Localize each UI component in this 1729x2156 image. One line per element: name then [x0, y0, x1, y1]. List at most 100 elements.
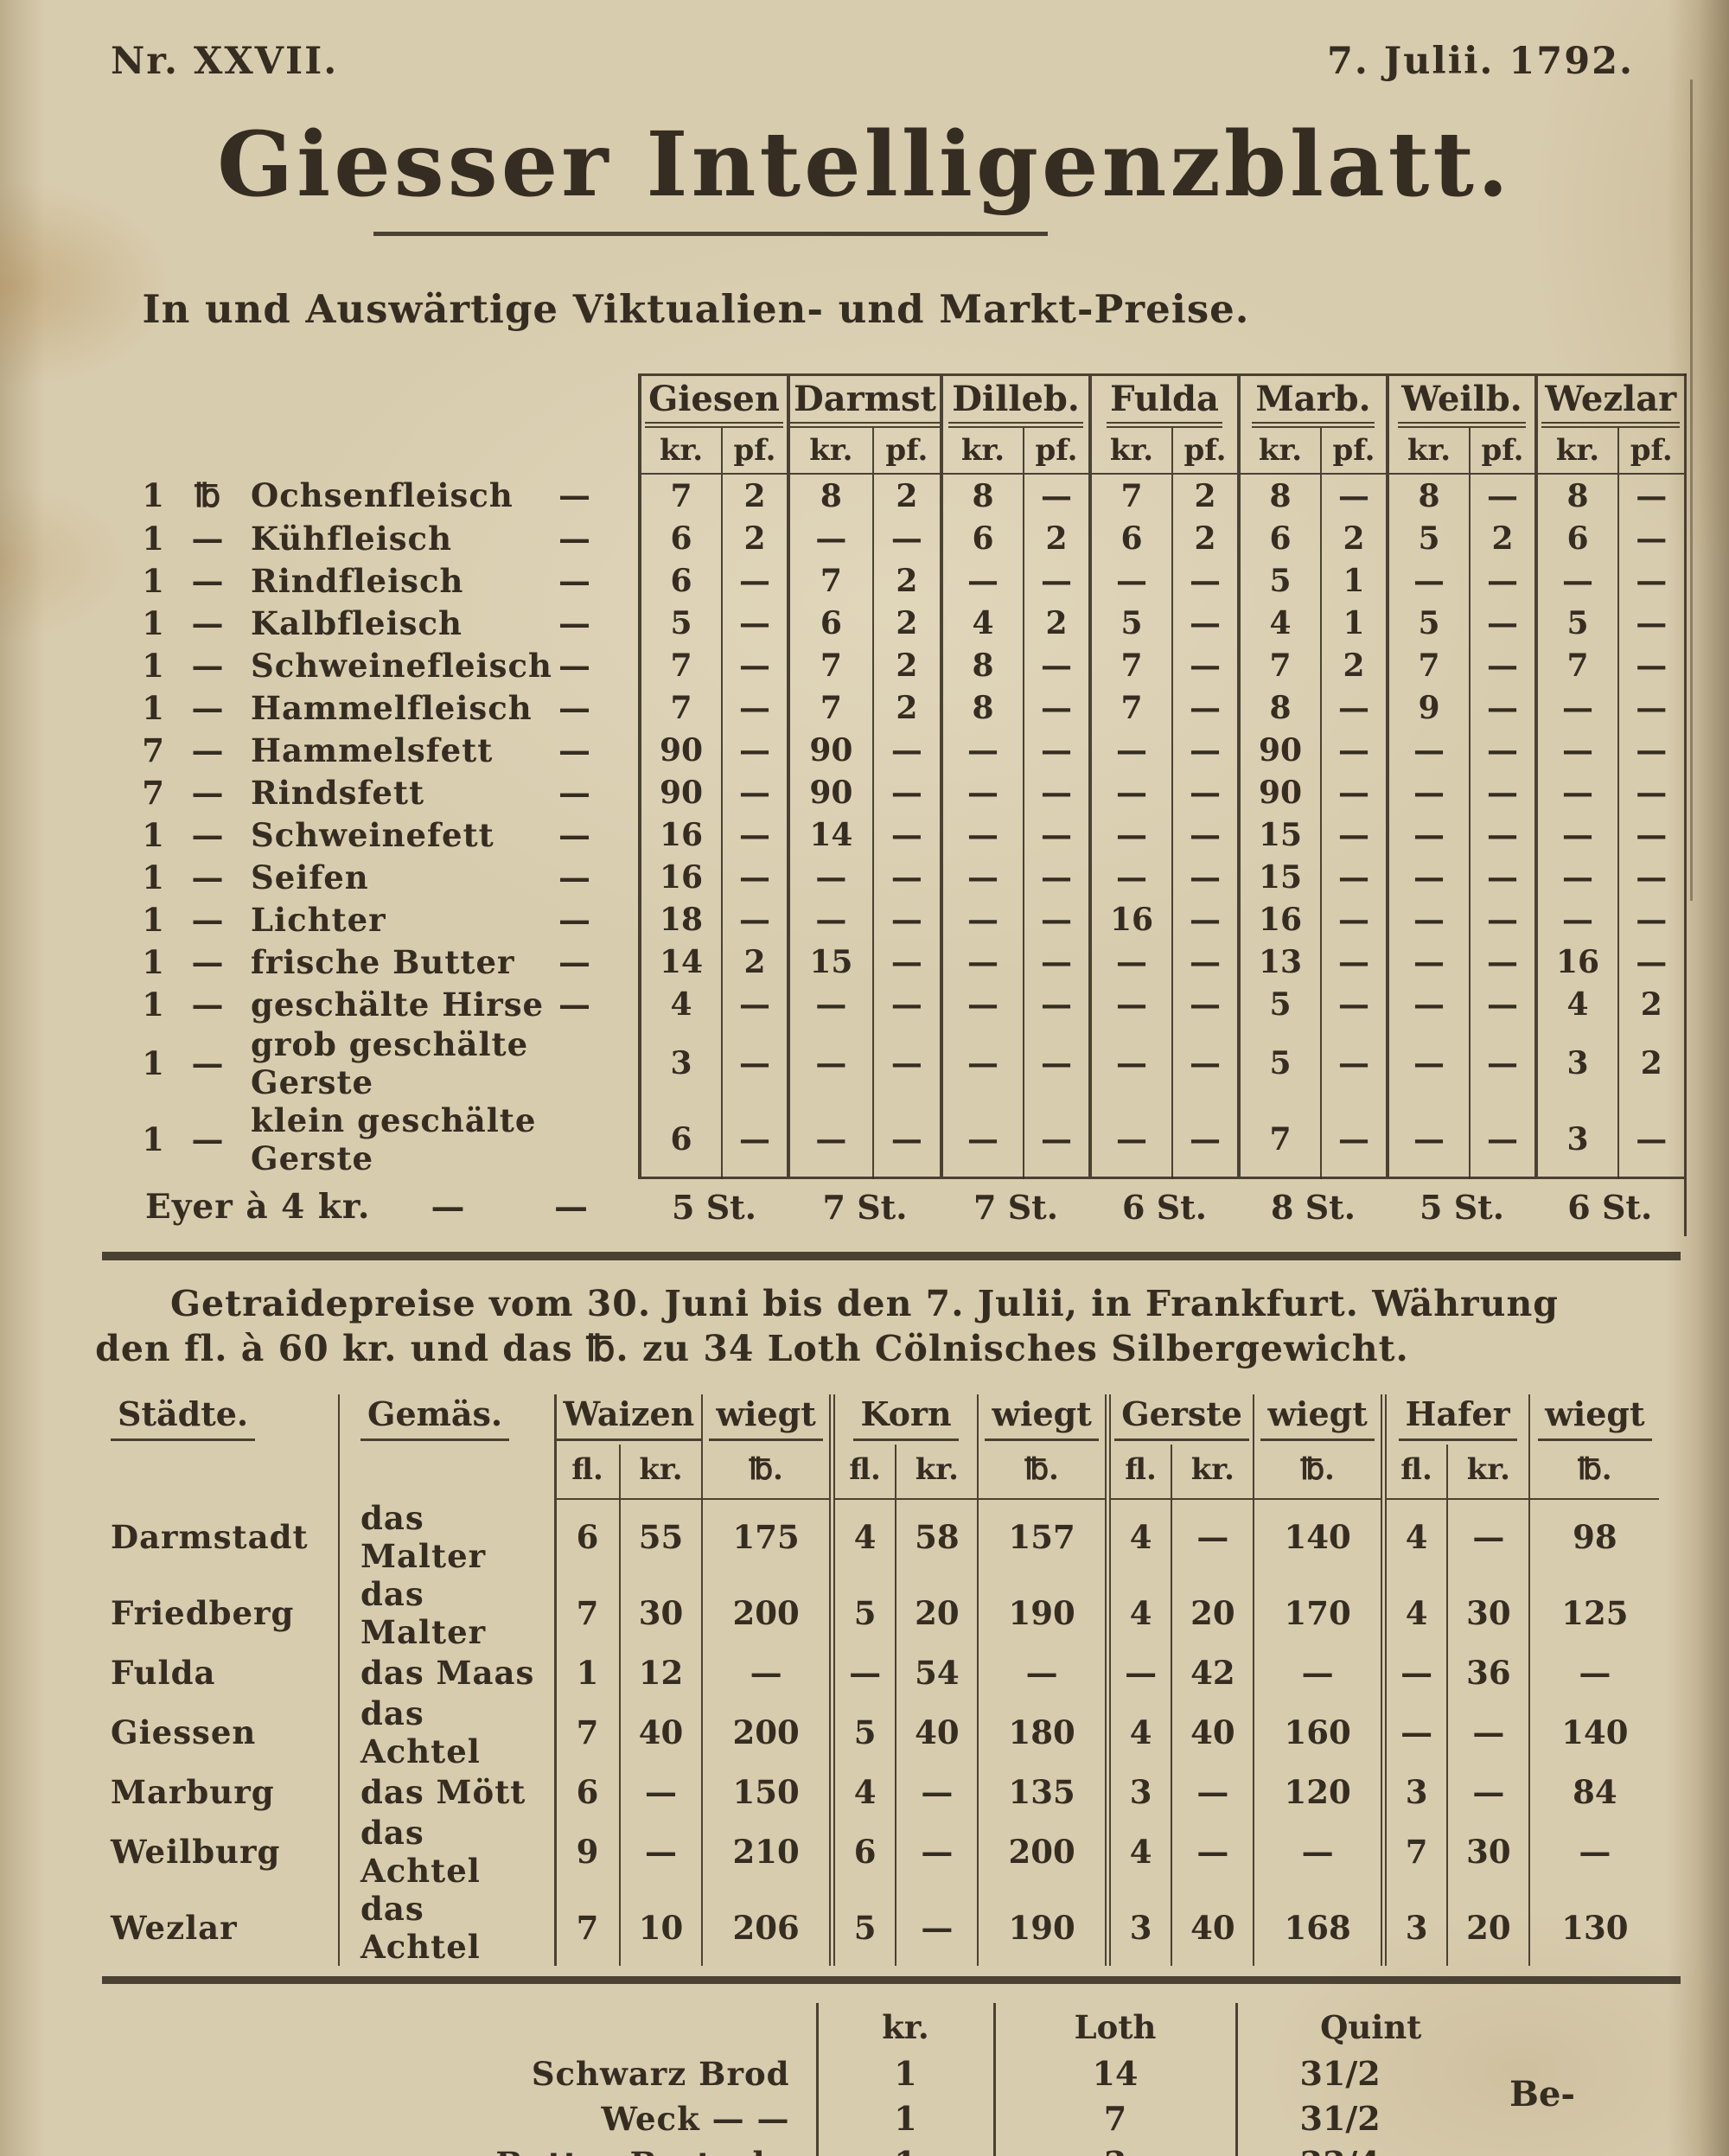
market-row: 1— Hammelfleisch —7—7 2 8—7—8—9— — —: [104, 686, 1687, 730]
grain-value-cell: —: [701, 1650, 833, 1694]
price-cell: 8: [1237, 686, 1321, 730]
grain-name-header: Gerste: [1104, 1394, 1254, 1445]
eggs-count-cell: 5 St.: [640, 1176, 788, 1236]
market-city-label: Marb.: [1252, 377, 1375, 428]
row-unit: —: [191, 815, 224, 854]
price-cell: —: [871, 856, 941, 899]
price-cell: —: [871, 517, 941, 560]
grain-value-cell: 206: [701, 1889, 833, 1966]
price-cell: —: [1171, 983, 1239, 1026]
market-unit-header: pf.: [1320, 428, 1388, 475]
price-cell: —: [1617, 771, 1687, 814]
price-cell: 6: [638, 517, 722, 560]
bread-label-cell: Weck — —: [601, 2099, 790, 2138]
market-city-header: Darmst: [787, 373, 941, 429]
row-qty: 1: [142, 858, 164, 896]
row-trail-dash: —: [558, 603, 590, 642]
grain-measure-subheader: [338, 1444, 555, 1499]
row-label-cell: 7 — Rindsfett —: [104, 771, 640, 813]
price-cell: —: [1469, 813, 1536, 857]
price-cell: 2: [721, 474, 788, 518]
price-cell: —: [1088, 771, 1172, 814]
price-cell: 5: [1386, 602, 1470, 645]
grain-value-cell: 210: [701, 1813, 833, 1890]
price-cell: 6: [1088, 517, 1172, 560]
grain-city-cell: Marburg: [111, 1772, 275, 1811]
grain-section-heading: Getraidepreise vom 30. Juni bis den 7. J…: [0, 1281, 1729, 1372]
kr-unit-header: kr.: [618, 1444, 703, 1500]
grain-value-cell: —: [1171, 1813, 1254, 1890]
market-city-label: Wezlar: [1541, 377, 1681, 428]
grain-value-cell: —: [1528, 1650, 1660, 1694]
row-label: 1 — geschälte Hirse —: [104, 986, 638, 1024]
bread-loth-header: Loth: [992, 2002, 1236, 2051]
title-rule: [373, 232, 1048, 237]
price-cell: —: [787, 983, 873, 1026]
price-cell: —: [871, 941, 941, 984]
price-cell: —: [721, 644, 788, 687]
price-cell: 7: [1237, 644, 1321, 687]
price-cell: —: [1023, 771, 1090, 814]
price-cell: —: [721, 729, 788, 772]
price-cell: 16: [638, 856, 722, 899]
bread-row: Weck — — 1 7 31/2: [125, 2095, 1504, 2141]
price-cell: —: [1469, 898, 1536, 941]
grain-value-cell: 190: [977, 1574, 1108, 1651]
weighs-header: wiegt: [977, 1394, 1108, 1445]
market-row: 1— Schweinefett —16—14— — — — —15— — — — —: [104, 813, 1687, 857]
row-name: klein geschälte Gerste: [251, 1101, 537, 1178]
price-cell: —: [940, 1101, 1024, 1178]
price-cell: —: [1320, 686, 1388, 730]
kr-unit-header: kr.: [1446, 1444, 1530, 1500]
market-table-body: 1 ℔ Ochsenfleisch —7 2 8 2 8—7 2 8—8—8—1— Kühfleis…: [104, 474, 1687, 1236]
grain-name-label: Hafer: [1398, 1394, 1517, 1441]
grain-value-cell: 200: [701, 1574, 833, 1651]
market-unit-header: kr.: [787, 428, 873, 475]
price-cell: 16: [1534, 941, 1618, 984]
market-row: 1— frische Butter —14 2 15— — — — —13— — —16—: [104, 941, 1687, 984]
grain-price-table: Städte. Gemäs. Waizen wiegt Korn wiegt Gerste w…: [104, 1394, 1660, 1966]
row-unit: —: [191, 900, 224, 939]
row-name: Hammelfleisch: [251, 688, 533, 727]
price-cell: —: [871, 898, 941, 941]
grain-value-cell: 140: [1253, 1498, 1384, 1575]
price-cell: —: [1171, 559, 1239, 603]
grain-value-cell: —: [1253, 1813, 1384, 1890]
market-row: 1— klein geschälte Gerste 6— — — — — — —7— — —3—: [104, 1101, 1687, 1178]
weighs-label: wiegt: [985, 1394, 1099, 1441]
bread-quint-header: Quint: [1235, 2002, 1504, 2051]
grain-row: Marburg das Mött 6—150 4—135 3—120 3—84: [104, 1770, 1660, 1814]
bread-header-row: kr. Loth Quint: [125, 2002, 1504, 2051]
row-qty: 1: [142, 561, 164, 600]
market-city-header: Fulda: [1088, 373, 1239, 429]
price-cell: 15: [1237, 813, 1321, 857]
price-cell: 2: [1023, 517, 1090, 560]
price-cell: —: [1534, 856, 1618, 899]
price-cell: —: [787, 898, 873, 941]
price-cell: 90: [638, 729, 722, 772]
price-cell: —: [721, 813, 788, 857]
price-cell: 7: [1088, 686, 1172, 730]
market-row: 1— Kühfleisch —6 2— —6 2 6 2 6 2 5 2 6—: [104, 517, 1687, 560]
market-unit-header: kr.: [1534, 428, 1618, 475]
grain-value-cell: 7: [553, 1889, 620, 1966]
row-trail-dash: —: [558, 688, 590, 727]
price-cell: —: [1617, 602, 1687, 645]
price-cell: 2: [1171, 517, 1239, 560]
row-label-cell: 1 — Kalbfleisch —: [104, 602, 640, 644]
grain-value-cell: 3: [1380, 1770, 1448, 1814]
price-cell: 7: [638, 644, 722, 687]
market-label-header: [104, 375, 640, 429]
row-qty: 1: [142, 1120, 164, 1159]
row-label: 1 — Kalbfleisch —: [104, 604, 638, 642]
fl-unit-header: fl.: [1104, 1444, 1172, 1500]
price-cell: 18: [638, 898, 722, 941]
grain-value-cell: 4: [1104, 1498, 1172, 1575]
price-cell: —: [1469, 559, 1536, 603]
price-cell: 5: [1386, 517, 1470, 560]
row-trail-dash: —: [558, 646, 590, 685]
market-row: 7— Hammelsfett —90—90— — — — —90— — — — —: [104, 729, 1687, 772]
row-label-cell: 1 — Rindfleisch —: [104, 559, 640, 602]
price-cell: 7: [1534, 644, 1618, 687]
grain-header-row: Städte. Gemäs. Waizen wiegt Korn wiegt Gerste w…: [104, 1394, 1660, 1445]
